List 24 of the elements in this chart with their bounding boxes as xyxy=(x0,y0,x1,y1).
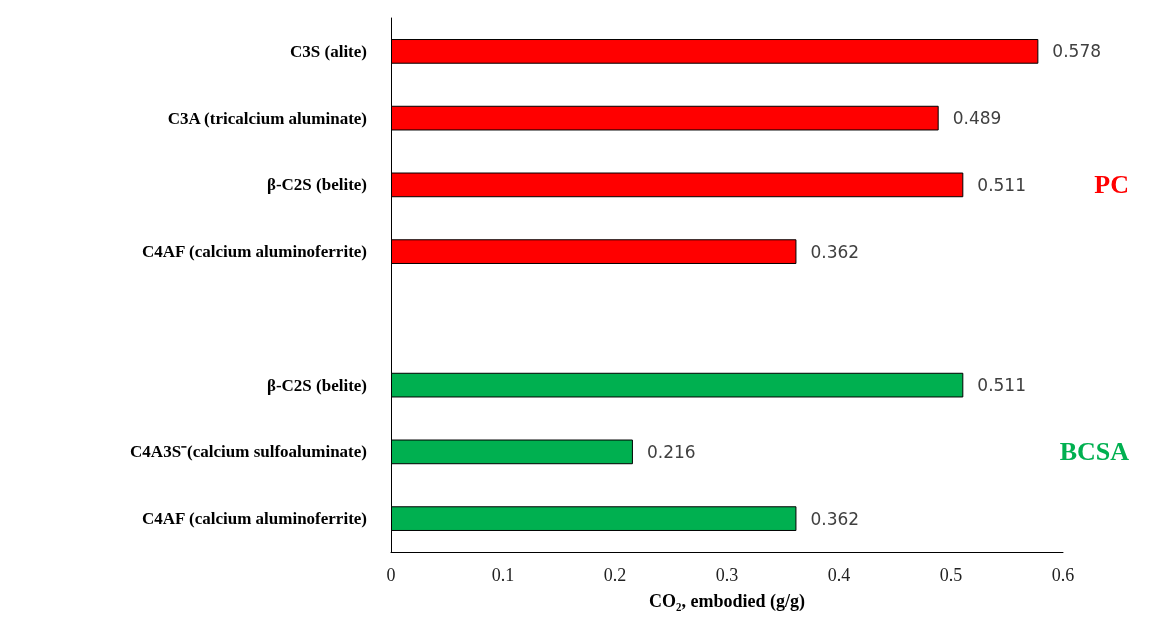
x-tick-label: 0.1 xyxy=(491,565,515,585)
x-axis-title: CO₂, embodied (g/g) xyxy=(649,591,805,612)
y-tick-label: β-C2S (belite) xyxy=(266,175,367,195)
x-tick-label: 0 xyxy=(386,565,396,585)
x-tick-label: 0.5 xyxy=(939,565,963,585)
y-tick-label: C4AF (calcium aluminoferrite) xyxy=(141,509,367,529)
text: BCSA xyxy=(1059,437,1130,467)
data-label: 0.511 xyxy=(977,174,1026,195)
text: PC xyxy=(1094,170,1129,200)
x-tick-label: 0.6 xyxy=(1051,565,1075,585)
data-label: 0.216 xyxy=(646,441,696,462)
data-label: 0.511 xyxy=(977,375,1026,396)
y-tick-label: β-C2S (belite) xyxy=(266,375,367,395)
x-tick-label: 0.2 xyxy=(603,565,627,585)
data-label: 0.362 xyxy=(810,241,860,262)
y-tick-label: C3S (alite) xyxy=(290,41,367,61)
data-label: 0.362 xyxy=(810,508,860,529)
data-label: 0.578 xyxy=(1052,41,1102,62)
y-tick-label: C4AF (calcium aluminoferrite) xyxy=(141,242,367,262)
x-tick-label: 0.3 xyxy=(715,565,739,585)
y-tick-label: C4A3S⁻(calcium sulfoaluminate) xyxy=(130,442,367,462)
data-label: 0.489 xyxy=(952,108,1002,129)
x-tick-label: 0.4 xyxy=(827,565,851,585)
y-tick-label: C3A (tricalcium aluminate) xyxy=(167,108,367,128)
